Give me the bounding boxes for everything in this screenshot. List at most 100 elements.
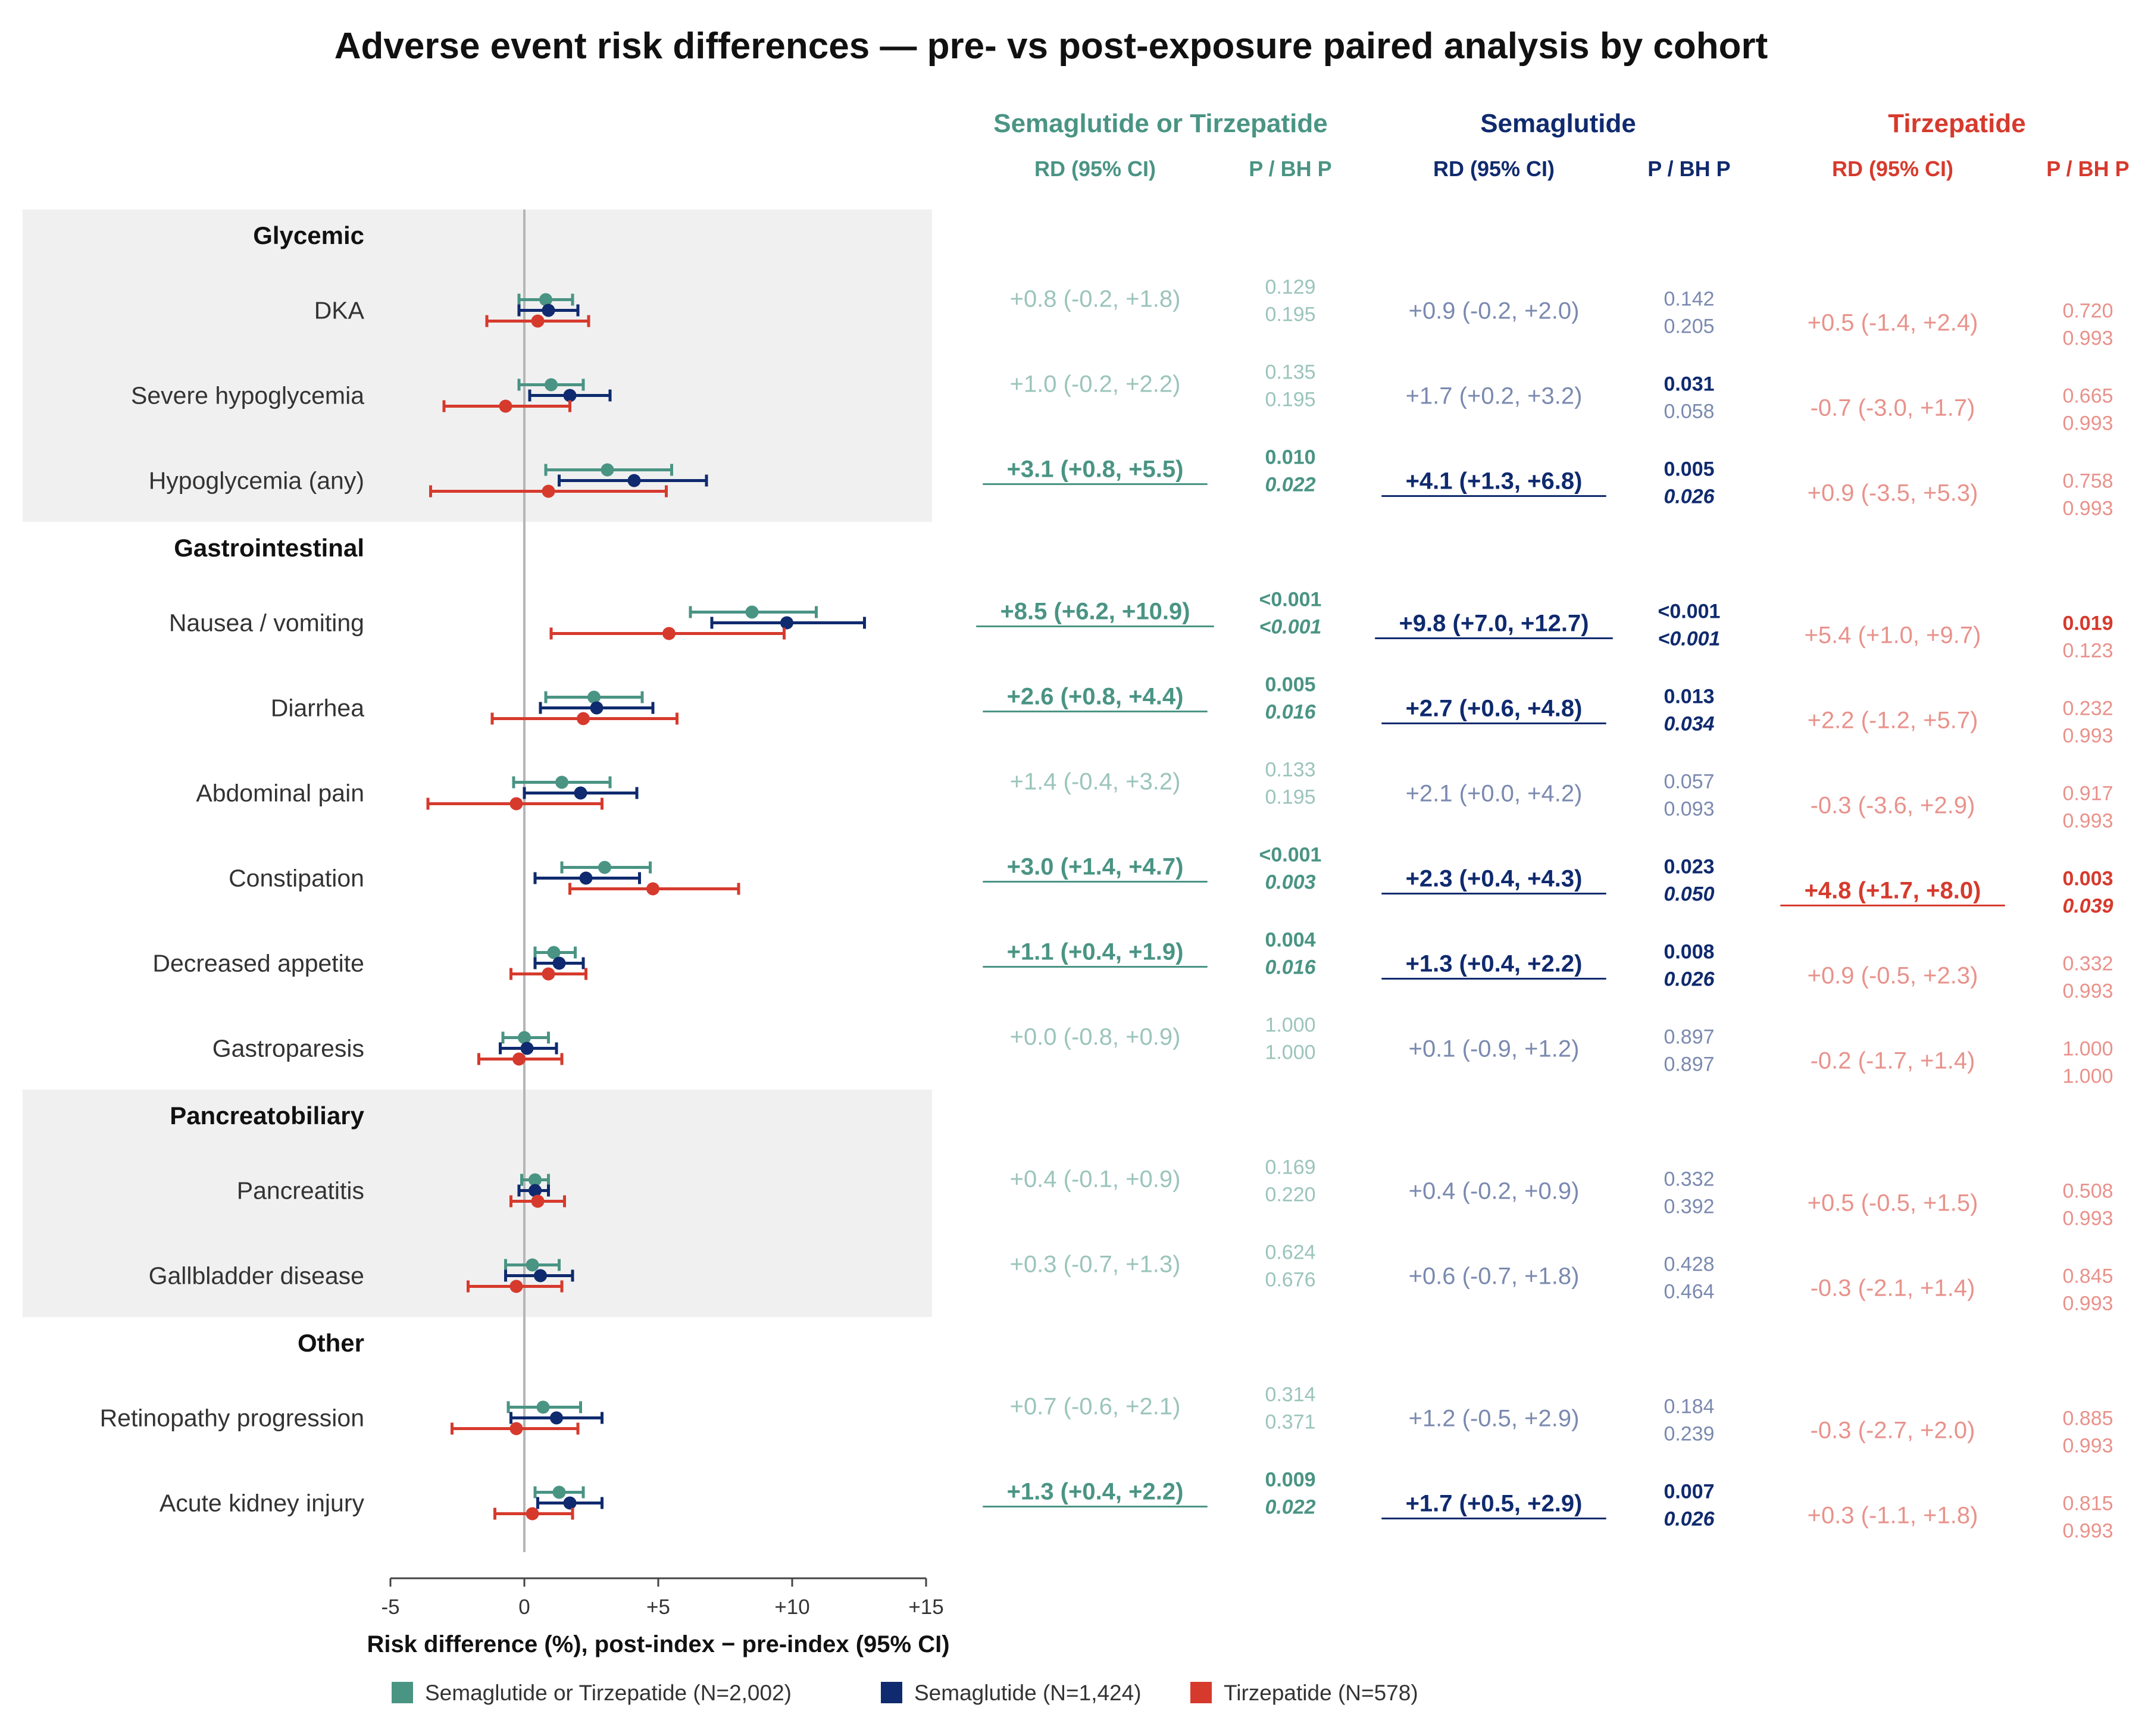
bh-p-value-tirzepatide: 0.993: [2062, 412, 2113, 435]
rd-value-tirzepatide: -0.3 (-2.1, +1.4): [1811, 1275, 1975, 1302]
point-estimate-semaglutide: [579, 871, 593, 885]
point-estimate-tirzepatide: [509, 797, 523, 811]
outcome-label: Nausea / vomiting: [169, 609, 364, 637]
p-column-header-combined: P / BH P: [1249, 157, 1331, 181]
p-value-combined: <0.001: [1259, 589, 1322, 611]
rd-value-semaglutide: +0.6 (-0.7, +1.8): [1409, 1263, 1580, 1290]
rd-value-combined: +0.3 (-0.7, +1.3): [1010, 1252, 1181, 1278]
rd-value-tirzepatide: +4.8 (+1.7, +8.0): [1805, 878, 1981, 904]
p-value-combined: 0.010: [1265, 446, 1315, 469]
bh-p-value-combined: <0.001: [1259, 616, 1322, 639]
legend: Semaglutide or Tirzepatide (N=2,002) Sema…: [392, 1681, 1418, 1705]
p-value-combined: 0.169: [1265, 1156, 1315, 1179]
point-estimate-tirzepatide: [662, 627, 676, 640]
bh-p-value-tirzepatide: 0.993: [2062, 810, 2113, 833]
point-estimate-combined: [545, 378, 558, 392]
p-value-semaglutide: 0.013: [1664, 686, 1714, 708]
bh-p-value-combined: 0.016: [1265, 701, 1316, 724]
group-panel-bg: [23, 209, 932, 522]
point-estimate-semaglutide: [542, 304, 555, 317]
p-value-tirzepatide: 0.232: [2062, 697, 2113, 720]
rd-column-header-semaglutide: RD (95% CI): [1433, 157, 1555, 181]
p-value-combined: <0.001: [1259, 844, 1322, 867]
point-estimate-tirzepatide: [646, 882, 659, 896]
p-value-tirzepatide: 0.815: [2062, 1493, 2113, 1515]
outcome-label: Acute kidney injury: [160, 1490, 365, 1517]
bh-p-value-semaglutide: 0.034: [1664, 713, 1714, 736]
p-value-tirzepatide: 0.845: [2062, 1265, 2113, 1288]
plot-area: [426, 293, 866, 1521]
point-estimate-combined: [552, 1485, 566, 1499]
rd-value-semaglutide: +0.1 (-0.9, +1.2): [1409, 1036, 1580, 1062]
rd-value-semaglutide: +9.8 (+7.0, +12.7): [1399, 611, 1589, 637]
rd-value-tirzepatide: +0.5 (-1.4, +2.4): [1808, 310, 1978, 336]
bh-p-value-tirzepatide: 1.000: [2062, 1065, 2113, 1088]
rd-value-tirzepatide: +5.4 (+1.0, +9.7): [1805, 623, 1981, 649]
rd-value-semaglutide: +0.9 (-0.2, +2.0): [1409, 298, 1580, 324]
rd-value-combined: +1.1 (+0.4, +1.9): [1007, 939, 1184, 965]
bh-p-value-combined: 0.371: [1265, 1411, 1315, 1434]
point-estimate-semaglutide: [520, 1041, 534, 1055]
bh-p-value-combined: 1.000: [1265, 1041, 1315, 1064]
p-value-semaglutide: 0.184: [1664, 1396, 1714, 1418]
p-value-combined: 0.314: [1265, 1384, 1315, 1406]
bh-p-value-semaglutide: 0.058: [1664, 401, 1714, 423]
outcome-label: Decreased appetite: [152, 950, 364, 977]
rd-value-tirzepatide: -0.3 (-2.7, +2.0): [1811, 1418, 1975, 1444]
point-estimate-tirzepatide: [499, 399, 512, 413]
rd-value-tirzepatide: +0.3 (-1.1, +1.8): [1808, 1503, 1978, 1529]
point-estimate-combined: [539, 293, 552, 306]
p-value-tirzepatide: 0.003: [2062, 868, 2113, 890]
rd-value-tirzepatide: -0.7 (-3.0, +1.7): [1811, 395, 1975, 421]
bh-p-value-combined: 0.195: [1265, 304, 1315, 326]
bh-p-value-semaglutide: 0.464: [1664, 1281, 1714, 1303]
bh-p-value-semaglutide: 0.050: [1664, 883, 1714, 906]
point-estimate-combined: [536, 1400, 550, 1414]
x-tick-label: +15: [908, 1596, 943, 1619]
point-estimate-semaglutide: [574, 786, 587, 800]
p-value-combined: 0.005: [1265, 674, 1315, 696]
point-estimate-semaglutide: [780, 616, 793, 630]
legend-label-semaglutide: Semaglutide (N=1,424): [914, 1681, 1142, 1705]
point-estimate-semaglutide: [550, 1411, 563, 1425]
bh-p-value-semaglutide: 0.093: [1664, 798, 1714, 821]
p-value-combined: 0.009: [1265, 1469, 1315, 1491]
point-estimate-tirzepatide: [577, 712, 590, 725]
point-estimate-semaglutide: [563, 1496, 577, 1510]
point-estimate-combined: [587, 690, 601, 704]
rd-value-combined: +3.1 (+0.8, +5.5): [1007, 456, 1184, 483]
rd-value-tirzepatide: +2.2 (-1.2, +5.7): [1808, 708, 1978, 734]
legend-label-combined: Semaglutide or Tirzepatide (N=2,002): [425, 1681, 792, 1705]
outcome-label: Retinopathy progression: [100, 1405, 364, 1432]
legend-swatch-semaglutide: [881, 1682, 902, 1703]
cohort-header-tirzepatide: Tirzepatide: [1888, 109, 2025, 138]
legend-swatch-tirzepatide: [1190, 1682, 1212, 1703]
bh-p-value-combined: 0.003: [1265, 871, 1315, 894]
point-estimate-tirzepatide: [526, 1507, 539, 1521]
p-value-tirzepatide: 0.019: [2062, 612, 2113, 635]
bh-p-value-tirzepatide: 0.993: [2062, 1208, 2113, 1230]
rd-value-semaglutide: +2.7 (+0.6, +4.8): [1406, 696, 1583, 722]
p-value-semaglutide: 0.057: [1664, 771, 1714, 793]
rd-value-semaglutide: +2.1 (+0.0, +4.2): [1406, 781, 1583, 807]
bh-p-value-tirzepatide: 0.039: [2062, 895, 2113, 918]
rd-column-header-tirzepatide: RD (95% CI): [1832, 157, 1953, 181]
bh-p-value-semaglutide: 0.026: [1664, 968, 1715, 991]
x-axis-title: Risk difference (%), post-index − pre-in…: [367, 1631, 949, 1657]
rd-value-combined: +3.0 (+1.4, +4.7): [1007, 854, 1184, 880]
bh-p-value-tirzepatide: 0.123: [2062, 640, 2113, 662]
outcome-label: Constipation: [229, 865, 364, 892]
bh-p-value-combined: 0.676: [1265, 1269, 1315, 1291]
outcome-label: Gastroparesis: [212, 1035, 364, 1062]
rd-value-semaglutide: +1.7 (+0.5, +2.9): [1406, 1491, 1583, 1517]
rd-value-combined: +1.4 (-0.4, +3.2): [1010, 769, 1181, 795]
rd-value-semaglutide: +0.4 (-0.2, +0.9): [1409, 1178, 1580, 1205]
point-estimate-combined: [547, 946, 561, 959]
rd-value-combined: +1.3 (+0.4, +2.2): [1007, 1479, 1184, 1505]
p-column-header-semaglutide: P / BH P: [1647, 157, 1730, 181]
rd-value-combined: +0.4 (-0.1, +0.9): [1010, 1166, 1181, 1193]
p-value-combined: 1.000: [1265, 1014, 1315, 1037]
p-value-semaglutide: 0.142: [1664, 288, 1714, 311]
group-label: Glycemic: [253, 221, 364, 249]
rd-value-combined: +0.7 (-0.6, +2.1): [1010, 1394, 1181, 1420]
